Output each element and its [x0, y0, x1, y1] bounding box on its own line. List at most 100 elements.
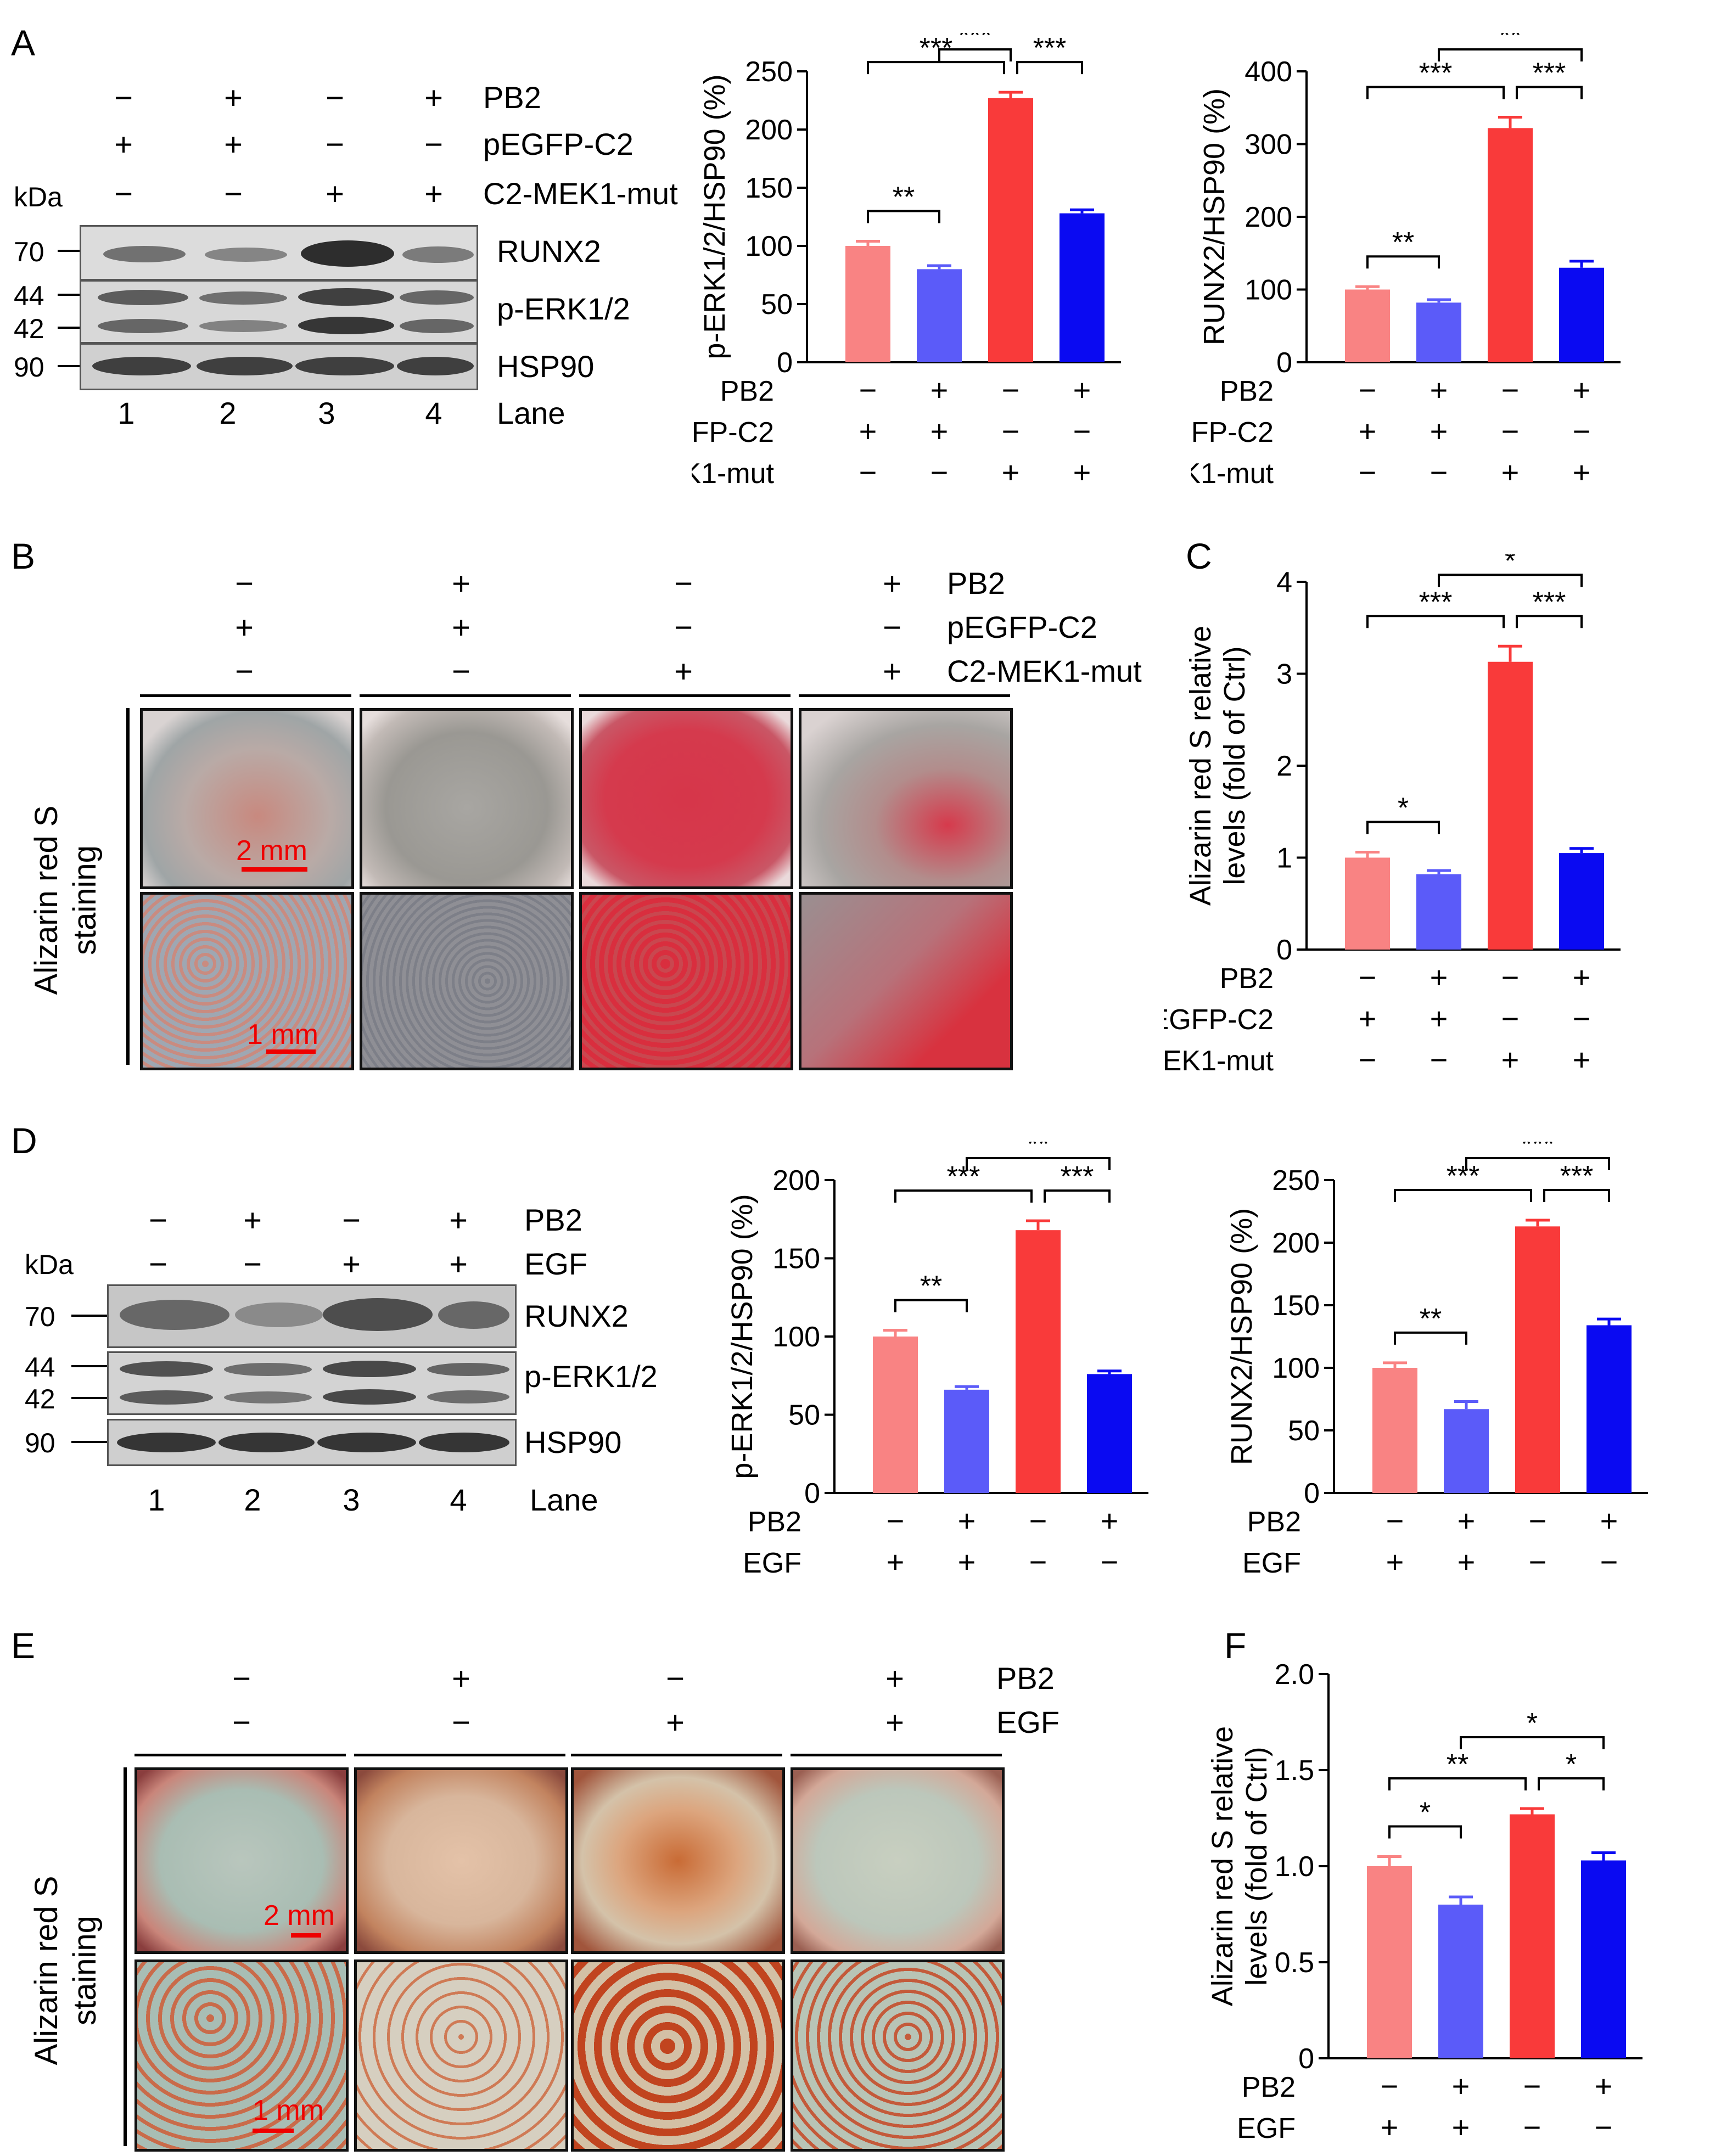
- row-sign: −: [1381, 2069, 1399, 2103]
- y-axis-label: Alizarin red S relative: [1184, 626, 1217, 906]
- sign: −: [666, 1661, 685, 1697]
- mw-70: 70: [25, 1301, 55, 1332]
- significance-bracket: [1016, 61, 1083, 75]
- panel-letter-a: A: [11, 23, 36, 63]
- row-label: pEGFP-C2: [1164, 1004, 1274, 1036]
- micro-image: [799, 892, 1013, 1070]
- row-sign: −: [1501, 373, 1520, 407]
- dish-image: [799, 708, 1013, 889]
- mw-tick: [71, 1365, 107, 1367]
- sign: +: [449, 1203, 468, 1238]
- row-sign: +: [1457, 1503, 1476, 1538]
- row-sign: −: [1386, 1503, 1404, 1538]
- band-label-perk: p-ERK1/2: [497, 291, 630, 326]
- significance-stars: ***: [1061, 1161, 1094, 1193]
- row-sign: +: [887, 1545, 905, 1579]
- sign: +: [885, 1705, 904, 1740]
- sign: +: [424, 176, 443, 212]
- y-tick-label: 4: [1276, 566, 1292, 598]
- bar: [1416, 874, 1461, 950]
- row-label: PB2: [1242, 2071, 1296, 2103]
- row-sign: −: [1002, 373, 1020, 407]
- significance-stars: **: [893, 182, 915, 214]
- bar: [944, 1389, 989, 1493]
- y-tick-label: 50: [1288, 1415, 1320, 1447]
- y-tick-label: 2: [1276, 750, 1292, 782]
- bar: [1345, 289, 1390, 362]
- bar: [1559, 267, 1604, 362]
- sign: −: [149, 1203, 167, 1238]
- significance-stars: *: [1566, 1749, 1577, 1781]
- group-line: [134, 1754, 346, 1756]
- row-label-pegfp: pEGFP-C2: [947, 610, 1097, 644]
- row-sign: +: [930, 373, 949, 407]
- row-sign: −: [1029, 1545, 1047, 1579]
- mw-90: 90: [25, 1428, 55, 1458]
- row-sign: +: [1600, 1503, 1618, 1538]
- lane-number: 1: [117, 396, 135, 430]
- row-label: pEGFP-C2: [692, 417, 774, 448]
- row-sign: −: [930, 455, 949, 490]
- y-tick-label: 150: [745, 172, 793, 204]
- row-sign: −: [1359, 960, 1377, 995]
- row-label: pEGFP-C2: [1191, 417, 1274, 448]
- kda-label: kDa: [25, 1249, 74, 1280]
- bar: [1488, 128, 1533, 362]
- y-tick-label: 250: [745, 56, 793, 88]
- group-line: [799, 694, 1010, 697]
- bar: [845, 246, 890, 362]
- row-sign: +: [1073, 455, 1091, 490]
- row-label-mek: C2-MEK1-mut: [483, 176, 678, 211]
- scale-label: 1 mm: [247, 1019, 318, 1051]
- significance-bracket: [1516, 615, 1583, 628]
- significance-bracket: [938, 48, 1012, 61]
- row-sign: −: [1430, 455, 1448, 490]
- y-tick-label: 0.5: [1275, 1947, 1314, 1979]
- row-label: EGF: [1237, 2113, 1296, 2144]
- band-label-perk: p-ERK1/2: [524, 1359, 658, 1394]
- y-tick-label: 1: [1276, 843, 1292, 874]
- bar: [988, 98, 1033, 362]
- dish-image: [134, 1767, 349, 1954]
- y-tick-label: 150: [1272, 1290, 1320, 1322]
- row-sign: +: [1073, 373, 1091, 407]
- row-sign: +: [1430, 414, 1448, 448]
- row-label-pb2: PB2: [996, 1661, 1055, 1695]
- row-sign: −: [1573, 1001, 1591, 1036]
- hsp90-blot: [107, 1419, 517, 1466]
- row-sign: −: [859, 455, 877, 490]
- scale-bar: [291, 1933, 321, 1938]
- mw-42: 42: [25, 1384, 55, 1414]
- sign: −: [114, 176, 133, 212]
- row-sign: −: [859, 373, 877, 407]
- row-sign: −: [1600, 1545, 1618, 1579]
- sign: +: [235, 610, 254, 645]
- row-sign: +: [1573, 960, 1591, 995]
- bar: [917, 269, 962, 362]
- y-axis-label: Alizarin red S relative: [1206, 1726, 1239, 2006]
- y-axis-label: p-ERK1/2/HSP90 (%): [698, 74, 731, 359]
- micro-image: [140, 892, 354, 1070]
- significance-bracket: [1460, 1736, 1605, 1749]
- row-sign: +: [859, 414, 877, 448]
- sign: +: [224, 127, 243, 162]
- y-tick-label: 200: [745, 114, 793, 146]
- significance-bracket: [1388, 1825, 1462, 1839]
- dish-image: [140, 708, 354, 889]
- runx2-blot: [107, 1284, 517, 1348]
- bar: [1367, 1866, 1412, 2058]
- significance-bracket: [1366, 821, 1440, 834]
- row-sign: −: [1523, 2069, 1541, 2103]
- significance-stars: ***: [1521, 1142, 1555, 1160]
- mw-44: 44: [25, 1352, 55, 1383]
- y-tick-label: 250: [1272, 1165, 1320, 1197]
- row-sign: +: [1101, 1503, 1119, 1538]
- bar: [1488, 661, 1533, 950]
- lane-number: 2: [219, 396, 237, 430]
- side-bracket: [126, 708, 130, 1065]
- significance-stars: *: [1420, 1797, 1431, 1829]
- panel-letter-e: E: [11, 1625, 36, 1666]
- row-sign: +: [1430, 1001, 1448, 1036]
- significance-stars: ***: [1419, 57, 1453, 89]
